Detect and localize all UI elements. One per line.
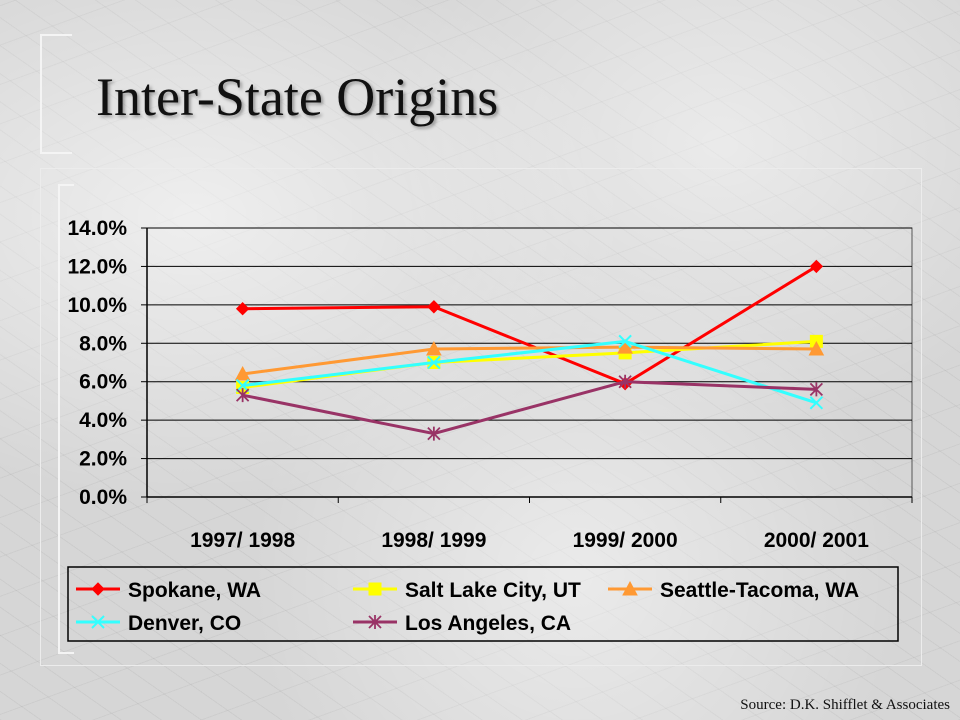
data-point xyxy=(808,340,825,356)
y-tick-label: 2.0% xyxy=(79,448,127,471)
y-tick-label: 0.0% xyxy=(79,486,127,509)
y-tick-label: 4.0% xyxy=(79,409,127,432)
data-point xyxy=(234,365,251,381)
legend-label: Seattle-Tacoma, WA xyxy=(660,579,859,602)
plot-area xyxy=(146,227,913,498)
x-tick-label: 1997/ 1998 xyxy=(190,529,295,552)
y-tick-label: 12.0% xyxy=(67,255,127,278)
legend-swatch-marker xyxy=(91,582,105,596)
data-point xyxy=(809,396,824,410)
legend-entry-2: Seattle-Tacoma, WA xyxy=(608,579,859,602)
x-tick-label: 1998/ 1999 xyxy=(381,529,486,552)
title-bracket-decoration xyxy=(40,34,72,154)
series-4 xyxy=(235,374,824,441)
x-tick-label: 2000/ 2001 xyxy=(764,529,869,552)
series-line xyxy=(242,345,817,376)
data-point xyxy=(809,259,824,274)
legend-swatch-marker xyxy=(368,582,382,596)
series-3 xyxy=(235,334,824,410)
data-point xyxy=(427,426,441,441)
chart-frame xyxy=(40,168,922,666)
x-tick-label: 1999/ 2000 xyxy=(573,529,678,552)
legend-swatch-marker xyxy=(91,615,105,629)
legend-entry-4: Los Angeles, CA xyxy=(353,612,571,635)
y-tick-label: 8.0% xyxy=(79,332,127,355)
data-point xyxy=(618,334,632,349)
data-point xyxy=(617,339,633,354)
legend-entry-1: Salt Lake City, UT xyxy=(353,579,581,602)
source-note: Source: D.K. Shifflet & Associates xyxy=(740,697,950,713)
series-line xyxy=(242,339,817,405)
series-0 xyxy=(235,259,824,391)
legend-label: Spokane, WA xyxy=(128,579,261,602)
legend-entry-3: Denver, CO xyxy=(76,612,241,635)
data-point xyxy=(809,382,824,397)
data-point xyxy=(618,374,632,389)
data-point xyxy=(235,301,250,316)
y-tick-label: 14.0% xyxy=(67,217,127,240)
data-point xyxy=(427,300,441,314)
legend-swatch-marker xyxy=(622,580,638,596)
data-point xyxy=(235,378,250,393)
series-line xyxy=(242,265,818,386)
y-tick-label: 10.0% xyxy=(67,294,127,317)
legend-label: Los Angeles, CA xyxy=(405,612,571,635)
data-point xyxy=(427,355,441,370)
data-point xyxy=(235,388,250,403)
series-2 xyxy=(234,339,825,381)
legend-box xyxy=(67,566,899,642)
data-point xyxy=(426,340,442,356)
slide-title: Inter-State Origins xyxy=(96,67,499,127)
legend-swatch-marker xyxy=(368,615,382,629)
chart-bracket-decoration xyxy=(58,184,74,654)
legend-label: Denver, CO xyxy=(128,612,241,635)
y-tick-label: 6.0% xyxy=(79,371,127,394)
series-line xyxy=(242,380,817,436)
legend-label: Salt Lake City, UT xyxy=(405,579,581,602)
legend-entry-0: Spokane, WA xyxy=(76,579,261,602)
